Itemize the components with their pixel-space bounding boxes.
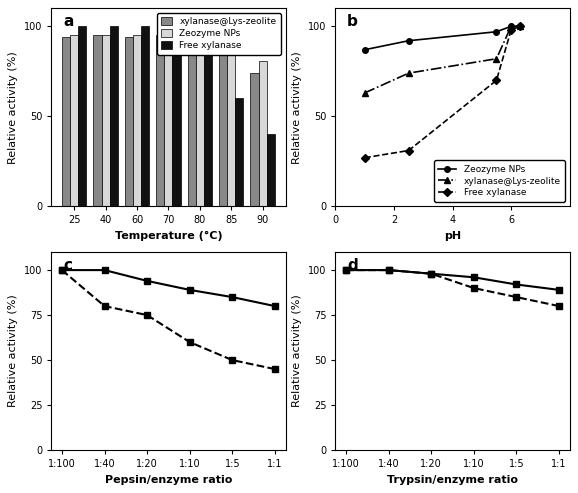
Text: d: d — [347, 258, 358, 273]
Bar — [133, 35, 141, 207]
Bar — [102, 35, 110, 207]
Free xylanase — [405, 147, 412, 153]
Y-axis label: Relative activity (%): Relative activity (%) — [292, 295, 302, 407]
Bar — [62, 37, 70, 207]
Legend: Zeozyme NPs, xylanase@Lys-zeolite, Free xylanase: Zeozyme NPs, xylanase@Lys-zeolite, Free … — [434, 160, 565, 202]
Line: Free xylanase: Free xylanase — [362, 24, 523, 161]
Text: c: c — [63, 258, 72, 273]
Legend: xylanase@Lys-zeolite, Zeozyme NPs, Free xylanase: xylanase@Lys-zeolite, Zeozyme NPs, Free … — [157, 13, 281, 55]
Y-axis label: Relative activity (%): Relative activity (%) — [8, 295, 18, 407]
Bar — [235, 98, 243, 207]
Zeozyme NPs — [493, 29, 500, 35]
Bar — [250, 73, 258, 207]
xylanase@Lys-zeolite — [507, 23, 514, 29]
Zeozyme NPs — [405, 38, 412, 44]
X-axis label: Trypsin/enzyme ratio: Trypsin/enzyme ratio — [387, 475, 518, 485]
Bar — [204, 48, 212, 207]
xylanase@Lys-zeolite — [405, 70, 412, 76]
Zeozyme NPs — [361, 47, 368, 53]
xylanase@Lys-zeolite — [493, 56, 500, 62]
Bar — [196, 37, 204, 207]
X-axis label: pH: pH — [444, 231, 461, 241]
Bar — [188, 37, 196, 207]
Bar — [219, 48, 227, 207]
Bar — [125, 37, 133, 207]
Free xylanase — [516, 23, 523, 29]
Y-axis label: Relative activity (%): Relative activity (%) — [8, 51, 18, 164]
X-axis label: Pepsin/enzyme ratio: Pepsin/enzyme ratio — [105, 475, 232, 485]
Zeozyme NPs — [507, 23, 514, 29]
Bar — [70, 35, 78, 207]
Bar — [78, 26, 87, 207]
Free xylanase — [493, 77, 500, 83]
xylanase@Lys-zeolite — [361, 90, 368, 96]
Y-axis label: Relative activity (%): Relative activity (%) — [292, 51, 302, 164]
Zeozyme NPs — [516, 23, 523, 29]
Free xylanase — [507, 27, 514, 33]
Bar — [110, 26, 118, 207]
Text: b: b — [347, 14, 358, 29]
Bar — [164, 35, 172, 207]
xylanase@Lys-zeolite — [516, 23, 523, 29]
Bar — [258, 61, 266, 207]
Bar — [156, 35, 164, 207]
Text: a: a — [63, 14, 73, 29]
Bar — [93, 35, 102, 207]
Line: xylanase@Lys-zeolite: xylanase@Lys-zeolite — [362, 24, 523, 96]
Line: Zeozyme NPs: Zeozyme NPs — [362, 24, 523, 53]
Bar — [227, 50, 235, 207]
Bar — [141, 26, 149, 207]
Bar — [266, 134, 275, 207]
Free xylanase — [361, 155, 368, 161]
X-axis label: Temperature (°C): Temperature (°C) — [114, 231, 222, 241]
Bar — [172, 26, 181, 207]
